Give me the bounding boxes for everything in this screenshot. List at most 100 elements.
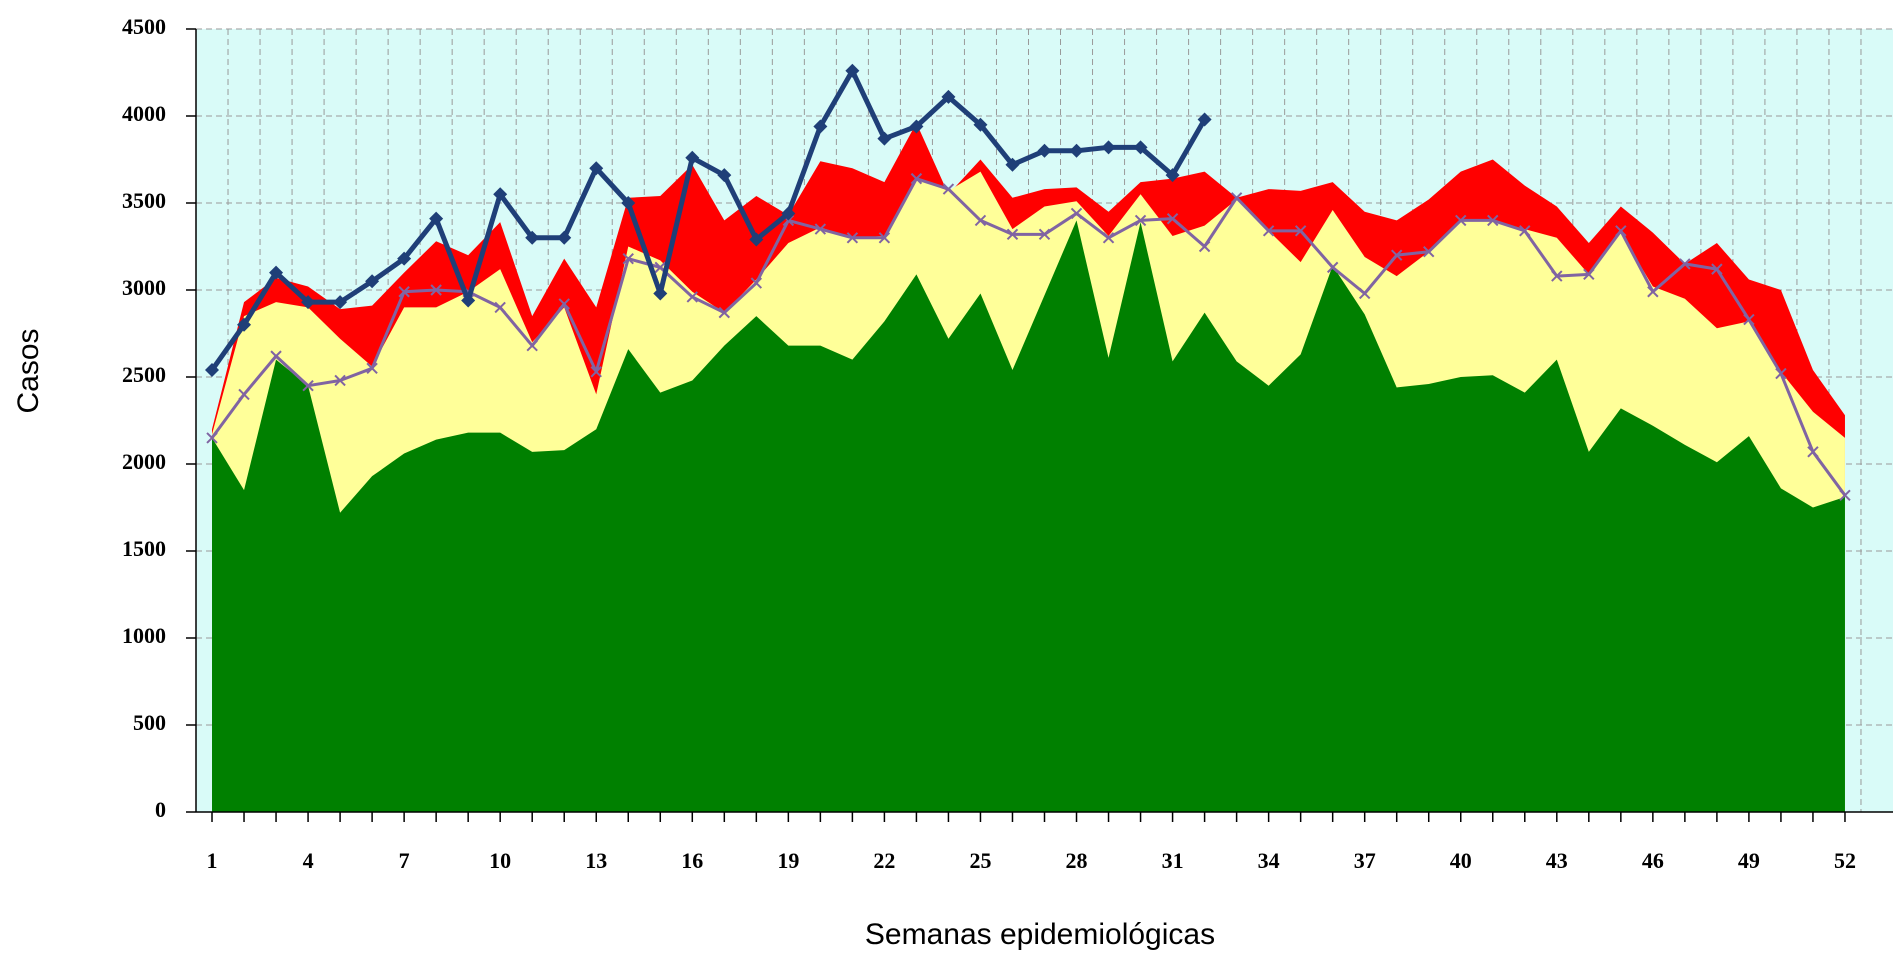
marker	[1197, 112, 1212, 127]
marker	[270, 350, 282, 362]
marker	[590, 366, 602, 378]
line	[210, 177, 1847, 497]
marker	[558, 298, 570, 310]
marker	[781, 206, 796, 221]
marker	[1070, 207, 1083, 220]
marker	[1551, 270, 1563, 282]
x-tick-label: 46	[1642, 848, 1664, 873]
marker	[622, 252, 634, 265]
area	[212, 220, 1845, 812]
y-tick-label: 3500	[122, 188, 166, 213]
marker	[493, 187, 508, 202]
marker	[1615, 225, 1627, 237]
marker	[1487, 214, 1499, 227]
marker	[1037, 143, 1052, 158]
y-axis-title: Casos	[12, 328, 45, 413]
marker	[526, 339, 538, 352]
x-tick-label: 13	[585, 848, 607, 873]
y-tick-label: 1000	[122, 623, 166, 648]
y-tick-label: 4000	[122, 101, 166, 126]
marker	[1519, 225, 1531, 237]
x-tick-label: 25	[969, 848, 991, 873]
marker	[1391, 249, 1403, 261]
marker	[237, 317, 252, 332]
marker	[686, 291, 698, 303]
marker	[814, 223, 827, 235]
marker	[1358, 287, 1371, 300]
marker	[750, 277, 763, 289]
marker	[1583, 268, 1595, 281]
marker	[494, 301, 506, 314]
y-tick-label: 0	[155, 797, 166, 822]
marker	[1775, 367, 1787, 380]
marker	[333, 295, 348, 310]
marker	[365, 274, 380, 289]
y-tick-label: 4500	[122, 14, 166, 39]
x-tick-label: 16	[681, 848, 703, 873]
marker	[974, 214, 987, 227]
marker	[430, 284, 442, 296]
x-tick-label: 34	[1258, 848, 1280, 873]
marker	[1069, 143, 1084, 158]
x-tick-label: 7	[399, 848, 410, 873]
marker	[1647, 286, 1659, 298]
marker	[206, 432, 218, 444]
marker	[845, 63, 860, 78]
marker	[397, 251, 412, 266]
marker	[301, 295, 316, 310]
marker	[1005, 157, 1020, 172]
marker	[398, 286, 410, 298]
y-tick-label: 2000	[122, 449, 166, 474]
marker	[1038, 228, 1051, 241]
x-tick-label: 52	[1834, 848, 1856, 873]
marker	[1455, 214, 1467, 227]
marker	[621, 196, 636, 210]
marker	[942, 183, 955, 195]
marker	[1134, 214, 1147, 227]
marker	[878, 232, 891, 244]
marker	[1165, 168, 1180, 183]
marker	[525, 230, 540, 245]
marker	[846, 232, 859, 244]
marker	[1711, 263, 1723, 275]
x-tick-label: 37	[1354, 848, 1376, 873]
marker	[685, 150, 700, 165]
x-tick-label: 43	[1546, 848, 1568, 873]
marker	[1294, 225, 1307, 237]
marker	[1743, 313, 1755, 326]
marker	[334, 374, 346, 387]
marker	[1679, 258, 1691, 270]
marker	[557, 230, 572, 245]
marker	[1166, 212, 1179, 225]
x-tick-label: 31	[1162, 848, 1184, 873]
marker	[653, 286, 668, 301]
marker	[1423, 246, 1435, 258]
marker	[749, 232, 764, 247]
marker	[429, 211, 444, 226]
y-tick-label: 500	[133, 710, 166, 735]
marker	[1198, 240, 1211, 253]
marker	[302, 379, 314, 392]
marker	[589, 161, 604, 176]
marker	[909, 119, 924, 134]
line	[209, 68, 1207, 372]
x-tick-label: 4	[303, 848, 314, 873]
y-tick-label: 3000	[122, 275, 166, 300]
marker	[1807, 446, 1819, 458]
marker	[238, 388, 250, 401]
marker	[269, 265, 284, 280]
marker	[461, 293, 476, 308]
marker	[1839, 489, 1851, 502]
y-tick-label: 2500	[122, 362, 166, 387]
marker	[718, 306, 731, 319]
marker	[973, 117, 988, 132]
marker	[877, 131, 892, 146]
x-tick-label: 22	[873, 848, 895, 873]
marker	[1262, 225, 1275, 237]
x-axis-title: Semanas epidemiológicas	[865, 918, 1215, 951]
marker	[1006, 228, 1019, 241]
marker	[1102, 232, 1115, 244]
x-tick-label: 10	[489, 848, 511, 873]
x-tick-label: 28	[1066, 848, 1088, 873]
marker	[717, 168, 732, 183]
